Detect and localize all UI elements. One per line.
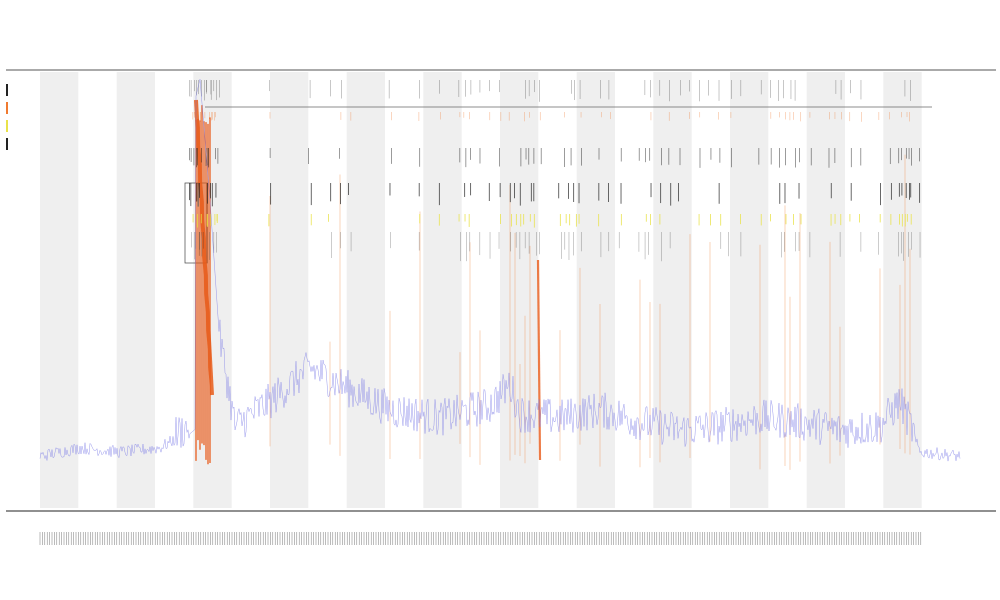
- legend: [6, 84, 8, 150]
- main-spike: [194, 99, 214, 396]
- background-band: [423, 72, 462, 508]
- legend-item: [6, 138, 8, 150]
- legend-swatch: [6, 102, 8, 114]
- background-band: [116, 72, 155, 508]
- background-band: [730, 72, 769, 508]
- background-band: [576, 72, 615, 508]
- x-tick-labels: [39, 532, 922, 545]
- background-band: [883, 72, 922, 508]
- background-band: [346, 72, 385, 508]
- secondary-spike: [536, 259, 542, 461]
- background-band: [806, 72, 845, 508]
- legend-item: [6, 84, 8, 96]
- legend-item: [6, 102, 8, 114]
- series-line: [39, 79, 961, 462]
- legend-swatch: [6, 120, 8, 132]
- marker-ticks: [189, 80, 921, 262]
- background-band: [500, 72, 539, 508]
- legend-item: [6, 120, 8, 132]
- legend-swatch: [6, 138, 8, 150]
- background-band: [40, 72, 79, 508]
- background-bands: [40, 72, 922, 508]
- background-band: [270, 72, 309, 508]
- legend-swatch: [6, 84, 8, 96]
- series-lines: [39, 79, 961, 462]
